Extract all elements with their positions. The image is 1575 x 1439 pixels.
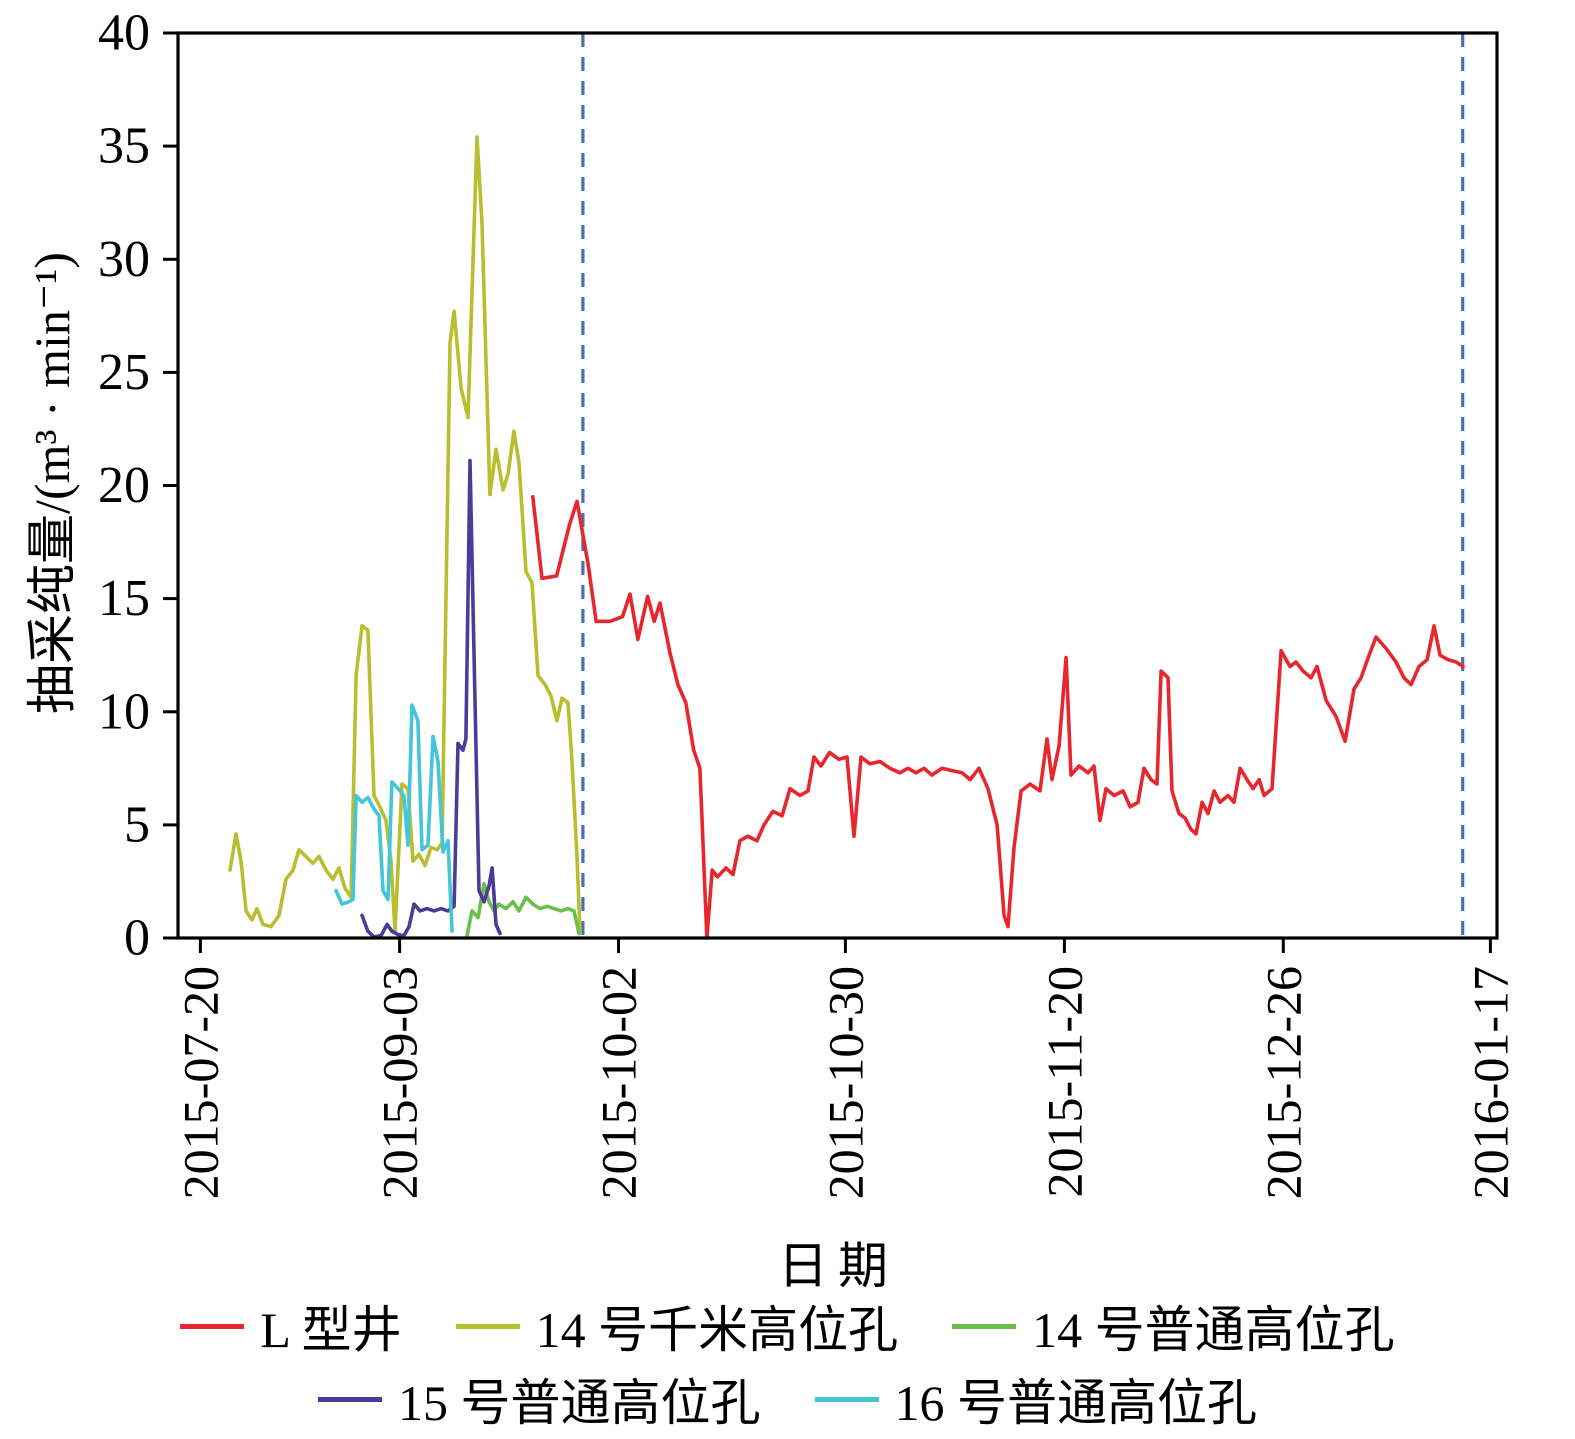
svg-text:0: 0 — [124, 910, 150, 967]
legend-label-l-well: L 型井 — [260, 1302, 402, 1358]
svg-text:2015-12-26: 2015-12-26 — [1255, 966, 1311, 1199]
legend-swatch-15-ordinary-hole — [318, 1396, 382, 1402]
legend-label-15-ordinary-hole: 15 号普通高位孔 — [398, 1375, 761, 1431]
legend-item-14-ordinary-hole: 14 号普通高位孔 — [952, 1290, 1395, 1362]
legend-swatch-14-km-hole — [455, 1323, 520, 1329]
svg-text:2015-07-20: 2015-07-20 — [172, 966, 228, 1199]
svg-text:25: 25 — [98, 344, 150, 401]
legend-row-1: L 型井 14 号千米高位孔 14 号普通高位孔 — [0, 1290, 1575, 1362]
svg-text:5: 5 — [124, 796, 150, 853]
legend-label-14-ordinary-hole: 14 号普通高位孔 — [1032, 1302, 1395, 1358]
svg-text:35: 35 — [98, 118, 150, 175]
legend-item-15-ordinary-hole: 15 号普通高位孔 — [318, 1363, 761, 1435]
x-axis-label: 日期 — [778, 1238, 898, 1294]
svg-text:20: 20 — [98, 457, 150, 514]
svg-text:2016-01-17: 2016-01-17 — [1462, 966, 1518, 1199]
y-axis-label: 抽采纯量/(m³ · min⁻¹) — [24, 252, 80, 714]
chart-svg: 0 5 10 15 20 25 30 35 40 2015-07-20 2015-09-03 2015… — [98, 5, 1518, 1200]
svg-text:30: 30 — [98, 231, 150, 288]
legend-row-2: 15 号普通高位孔 16 号普通高位孔 — [0, 1363, 1575, 1435]
legend-swatch-14-ordinary-hole — [952, 1323, 1017, 1329]
svg-text:40: 40 — [98, 5, 150, 62]
svg-text:2015-11-20: 2015-11-20 — [1036, 966, 1092, 1197]
svg-text:2015-09-03: 2015-09-03 — [372, 966, 428, 1199]
legend-swatch-16-ordinary-hole — [814, 1396, 879, 1402]
legend-item-14-km-hole: 14 号千米高位孔 — [455, 1290, 899, 1362]
svg-text:15: 15 — [98, 570, 150, 627]
legend-item-l-well: L 型井 — [180, 1290, 402, 1362]
legend-label-16-ordinary-hole: 16 号普通高位孔 — [894, 1375, 1258, 1431]
legend-item-16-ordinary-hole: 16 号普通高位孔 — [814, 1363, 1258, 1435]
legend-label-14-km-hole: 14 号千米高位孔 — [535, 1302, 899, 1358]
svg-text:2015-10-02: 2015-10-02 — [591, 966, 647, 1199]
legend-swatch-l-well — [180, 1323, 245, 1329]
svg-text:2015-10-30: 2015-10-30 — [817, 966, 873, 1199]
svg-text:10: 10 — [98, 683, 150, 740]
